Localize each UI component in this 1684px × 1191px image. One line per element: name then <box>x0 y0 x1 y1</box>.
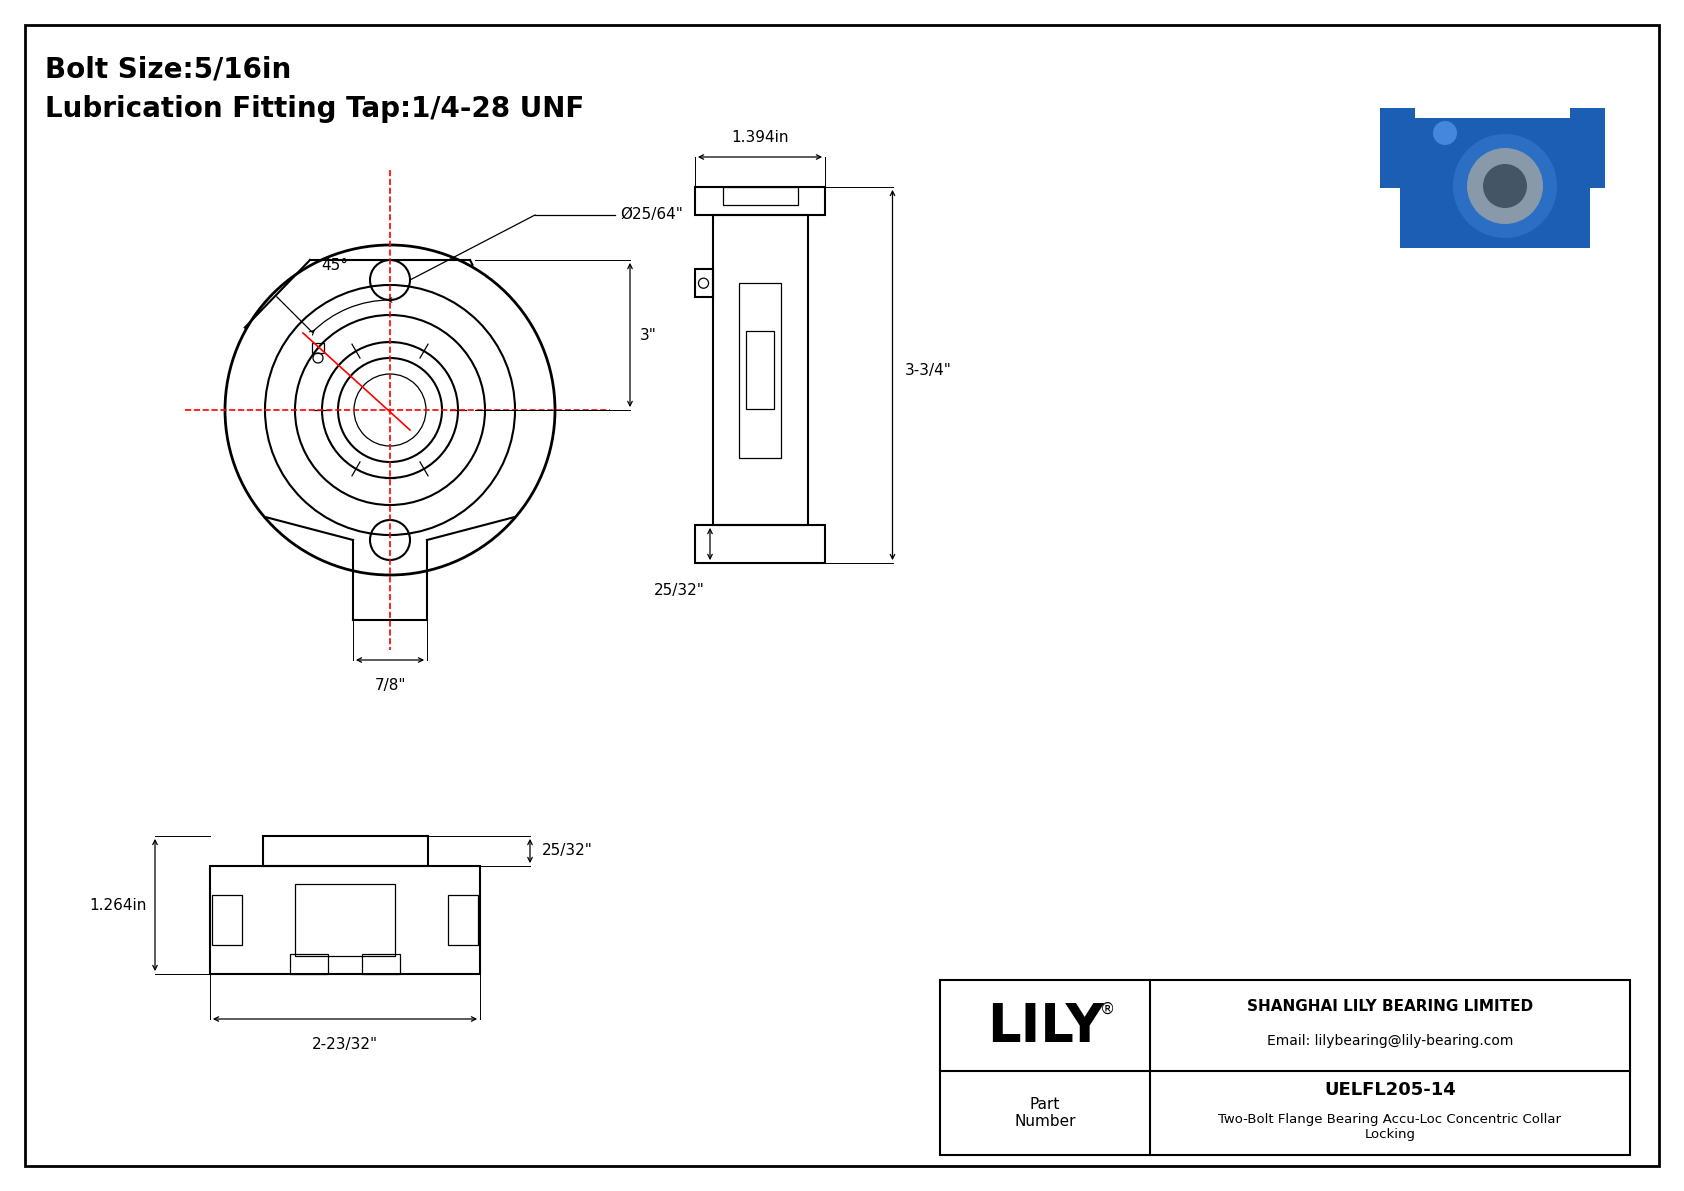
Bar <box>940 980 1630 1155</box>
Text: 1.264in: 1.264in <box>89 898 147 912</box>
Bar <box>212 894 242 944</box>
Bar <box>1379 108 1415 188</box>
Bar <box>295 884 396 956</box>
Text: 3-3/4": 3-3/4" <box>904 362 951 378</box>
Circle shape <box>1467 148 1543 224</box>
Bar <box>312 343 323 353</box>
Bar <box>1399 118 1590 248</box>
Text: 1.394in: 1.394in <box>731 130 788 145</box>
Bar <box>722 187 798 205</box>
Bar <box>263 836 428 866</box>
Bar <box>210 866 480 974</box>
Text: 45°: 45° <box>322 257 349 273</box>
Text: 25/32": 25/32" <box>542 843 593 859</box>
Bar <box>1569 108 1605 188</box>
Bar <box>695 525 825 563</box>
Text: UELFL205-14: UELFL205-14 <box>1324 1081 1457 1099</box>
Circle shape <box>1433 121 1457 145</box>
Bar <box>290 954 328 974</box>
Text: Lubrication Fitting Tap:1/4-28 UNF: Lubrication Fitting Tap:1/4-28 UNF <box>45 95 584 123</box>
Bar <box>448 894 478 944</box>
Text: ®: ® <box>1100 1002 1115 1017</box>
Text: Part
Number: Part Number <box>1014 1097 1076 1129</box>
Text: SHANGHAI LILY BEARING LIMITED: SHANGHAI LILY BEARING LIMITED <box>1246 999 1532 1014</box>
Bar <box>362 954 401 974</box>
Circle shape <box>1484 164 1527 208</box>
Bar <box>694 269 712 298</box>
Text: Ø25/64": Ø25/64" <box>620 207 684 223</box>
Bar <box>712 216 808 525</box>
Bar <box>695 187 825 216</box>
Circle shape <box>1453 135 1558 238</box>
Text: LILY: LILY <box>987 1002 1103 1053</box>
Bar <box>746 331 775 409</box>
Text: 7/8": 7/8" <box>374 678 406 693</box>
Text: 3": 3" <box>640 328 657 343</box>
Text: Email: lilybearing@lily-bearing.com: Email: lilybearing@lily-bearing.com <box>1266 1034 1514 1048</box>
Text: 2-23/32": 2-23/32" <box>312 1037 379 1052</box>
Bar <box>739 282 781 457</box>
Text: Two-Bolt Flange Bearing Accu-Loc Concentric Collar
Locking: Two-Bolt Flange Bearing Accu-Loc Concent… <box>1219 1114 1561 1141</box>
Text: 25/32": 25/32" <box>653 584 706 598</box>
Text: Bolt Size:5/16in: Bolt Size:5/16in <box>45 55 291 83</box>
